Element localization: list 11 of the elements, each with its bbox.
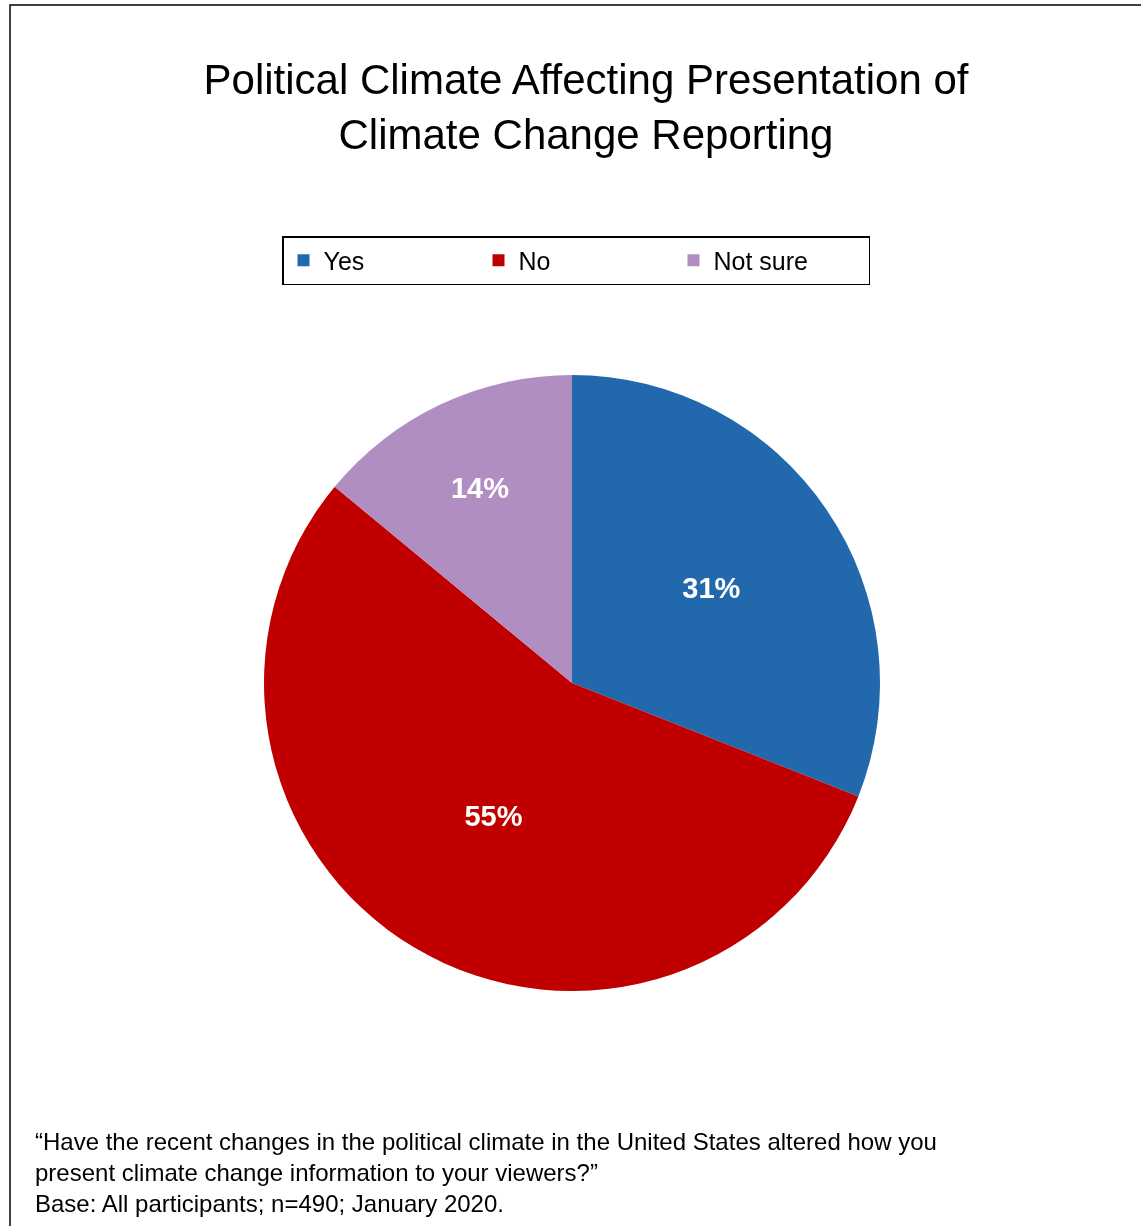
legend-label: Not sure (713, 247, 808, 275)
data-label: 31% (682, 572, 741, 605)
pie-slice (334, 375, 572, 683)
text: Base: All participants; n=490; January 2020. (35, 1190, 504, 1217)
legend-label: Yes (323, 247, 365, 275)
legend-label: No (518, 247, 551, 275)
chart-title: Political Climate Affecting Presentation of Climate Change Reporting (203, 56, 969, 158)
data-label: 14% (450, 471, 510, 504)
text: “Have the recent changes in the political climate in the United States altered how you present climate change information to your viewers?” (35, 1128, 937, 1187)
data-label: 55% (464, 799, 523, 832)
pie-slice (572, 375, 880, 797)
